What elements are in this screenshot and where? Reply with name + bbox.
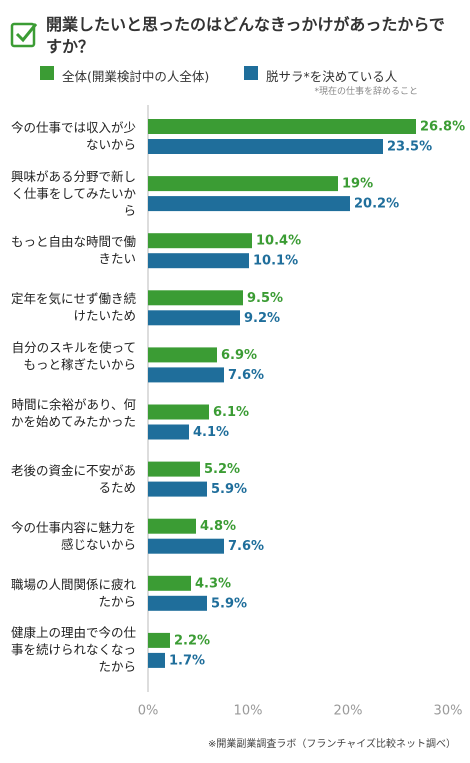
value-label: 5.2%: [204, 462, 240, 477]
category-label: 老後の資金に不安があるため: [10, 462, 136, 495]
bar: [148, 119, 416, 134]
category-label: 職場の人間関係に疲れたから: [10, 576, 136, 609]
bar: [148, 595, 207, 611]
value-label: 5.9%: [211, 596, 247, 611]
bar: [148, 404, 209, 420]
legend-swatch: [40, 66, 54, 80]
bar: [148, 233, 252, 249]
x-tick-label: 0%: [138, 704, 159, 719]
chart-title: 開業したいと思ったのはどんなきっかけがあったからですか？: [46, 15, 445, 56]
category-label: 時間に余裕があり、何かを始めてみたかった: [10, 397, 136, 429]
source: ※開業副業調査ラボ（フランチャイズ比較ネット調べ）: [208, 739, 456, 750]
value-label: 20.2%: [354, 197, 399, 212]
bar: [148, 253, 249, 269]
value-label: 4.1%: [193, 425, 229, 440]
value-label: 23.5%: [387, 140, 432, 155]
value-label: 9.2%: [244, 311, 280, 326]
value-label: 10.4%: [256, 234, 301, 249]
bar: [148, 139, 383, 154]
category-label: 今の仕事では収入が少ないから: [10, 120, 136, 152]
bar: [148, 290, 243, 306]
bar: [148, 424, 189, 440]
bar: [148, 461, 200, 477]
bar: [148, 652, 165, 668]
bar: [148, 367, 224, 383]
legend-swatch: [244, 66, 258, 80]
value-label: 9.5%: [247, 291, 283, 306]
bar: [148, 538, 224, 554]
value-label: 4.8%: [200, 519, 236, 534]
bar: [148, 518, 196, 534]
value-label: 6.1%: [213, 405, 249, 420]
bar: [148, 481, 207, 497]
value-label: 5.9%: [211, 482, 247, 497]
category-label: 興味がある分野で新しく仕事をしてみたいから: [10, 168, 136, 218]
bar: [148, 347, 217, 363]
category-label: 自分のスキルを使ってもっと稼ぎたいから: [11, 339, 136, 372]
category-label: 定年を気にせず働き続けたいため: [10, 291, 136, 324]
value-label: 10.1%: [253, 254, 298, 269]
legend-label: 脱サラ*を決めている人: [266, 69, 398, 84]
value-label: 1.7%: [169, 653, 205, 668]
value-label: 6.9%: [221, 348, 257, 363]
value-label: 19%: [342, 177, 373, 192]
bar: [148, 196, 350, 212]
check-mark: [15, 23, 38, 43]
value-label: 7.6%: [228, 539, 264, 554]
bar: [148, 575, 191, 591]
note: *現在の仕事を辞めること: [314, 87, 418, 97]
bar: [148, 310, 240, 326]
legend-label: 全体(開業検討中の人全体): [62, 69, 210, 84]
value-label: 2.2%: [174, 633, 210, 648]
x-tick-label: 20%: [334, 704, 363, 719]
bar: [148, 632, 170, 648]
value-label: 4.3%: [195, 576, 231, 591]
value-label: 7.6%: [228, 368, 264, 383]
x-tick-label: 30%: [434, 704, 463, 719]
bar: [148, 176, 338, 192]
value-label: 26.8%: [420, 120, 465, 135]
category-label: 今の仕事内容に魅力を感じないから: [10, 519, 136, 552]
category-label: 健康上の理由で今の仕事を続けられなくなったから: [10, 625, 136, 675]
category-label: もっと自由な時間で働きたい: [10, 234, 136, 267]
x-tick-label: 10%: [234, 704, 263, 719]
check-icon: [10, 22, 36, 48]
